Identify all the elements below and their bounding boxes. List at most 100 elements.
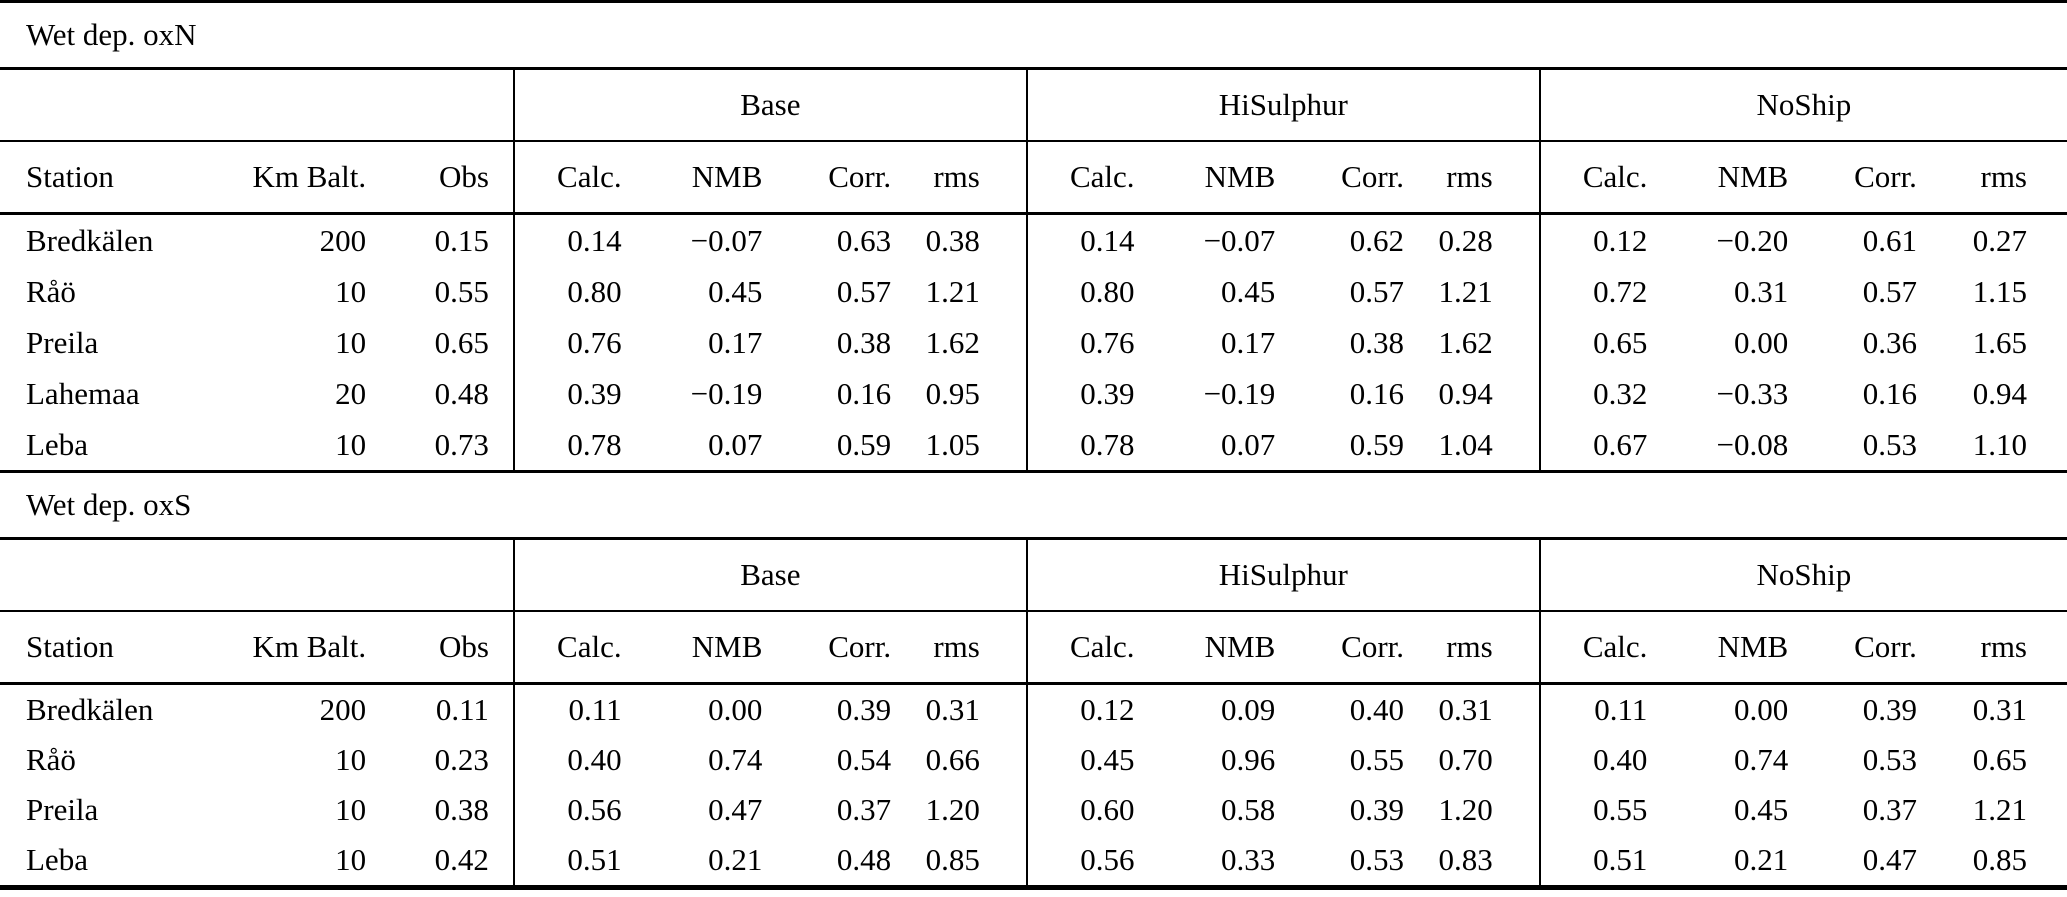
table-row: Råö 10 0.23 0.40 0.74 0.54 0.66 0.45 0.9… (0, 735, 2067, 785)
value-cell: 0.31 (1438, 692, 1493, 727)
value-cell: 0.65 (434, 324, 489, 360)
group-header-noship: NoShip (1538, 68, 2067, 142)
station-cell: Leba (0, 419, 204, 473)
group-header-row: Base HiSulphur NoShip (0, 538, 2067, 612)
corr-header: Corr. (1799, 141, 1928, 215)
value-cell: 0.94 (1438, 375, 1493, 411)
rms-header: rms (1415, 141, 1540, 215)
nmb-header: NMB (1658, 611, 1800, 685)
value-cell: 0.57 (836, 273, 892, 309)
calc-header: Calc. (1538, 141, 1659, 215)
obs-header: Obs (374, 141, 514, 215)
value-cell: 0.83 (1415, 835, 1540, 890)
value-cell: 10 (335, 792, 367, 827)
table-row: Bredkälen 200 0.11 0.11 0.00 0.39 0.31 0… (0, 683, 2067, 735)
station-cell: Bredkälen (26, 222, 154, 258)
group-header-noship: NoShip (1538, 538, 2067, 612)
group-header-base: Base (512, 68, 1027, 142)
obs-header: Obs (374, 611, 514, 685)
station-header: Station (0, 141, 204, 215)
value-cell: 0.63 (836, 222, 892, 258)
value-cell: 0.55 (434, 273, 489, 309)
value-cell: 1.62 (925, 324, 980, 360)
value-cell: 0.07 (632, 419, 774, 473)
station-cell: Leba (0, 835, 204, 890)
value-cell: 0.53 (1799, 419, 1928, 473)
value-cell: 20 (335, 375, 367, 411)
value-cell: 0.78 (1025, 419, 1146, 473)
value-cell: 0.56 (1025, 835, 1146, 890)
value-cell: 0.85 (1927, 835, 2067, 890)
value-cell: 0.80 (1025, 266, 1146, 317)
value-cell: 0.39 (836, 692, 892, 727)
value-cell: 0.31 (1733, 273, 1789, 309)
value-cell: 0.62 (1349, 222, 1405, 258)
km-balt-header: Km Balt. (203, 611, 375, 685)
table-row: Leba 10 0.42 0.51 0.21 0.48 0.85 0.56 0.… (0, 835, 2067, 890)
value-cell: 0.07 (1145, 419, 1287, 473)
value-cell: 0.94 (1972, 375, 2027, 411)
value-cell: 0.45 (1733, 792, 1789, 827)
value-cell: 0.54 (836, 742, 892, 777)
corr-header: Corr. (1286, 611, 1416, 685)
value-cell: 0.09 (1221, 692, 1276, 727)
value-cell: 0.78 (512, 419, 633, 473)
corr-header: Corr. (1286, 141, 1416, 215)
value-cell: 0.11 (435, 692, 489, 727)
corr-header: Corr. (773, 141, 903, 215)
value-cell: 10 (203, 419, 375, 473)
value-cell: 0.61 (1862, 222, 1917, 258)
rms-header: rms (1415, 611, 1540, 685)
value-cell: 1.04 (1415, 419, 1540, 473)
value-cell: 0.21 (632, 835, 774, 890)
rms-header: rms (1927, 141, 2067, 215)
value-cell: 0.56 (512, 785, 633, 835)
value-cell: 1.20 (1438, 792, 1493, 827)
value-cell: 0.76 (1025, 317, 1146, 368)
value-cell: −0.19 (690, 375, 763, 411)
value-cell: 0.40 (512, 735, 633, 785)
value-cell: 10 (203, 835, 375, 890)
value-cell: 0.00 (708, 692, 763, 727)
value-cell: 0.31 (1972, 692, 2027, 727)
value-cell: −0.20 (1716, 222, 1789, 258)
value-cell: 0.17 (708, 324, 763, 360)
value-cell: 0.45 (1221, 273, 1276, 309)
value-cell: 0.23 (434, 742, 489, 777)
value-cell: 0.17 (1221, 324, 1276, 360)
value-cell: 0.57 (1349, 273, 1405, 309)
section-title-row: Wet dep. oxN (0, 0, 2067, 70)
value-cell: 10 (335, 273, 367, 309)
value-cell: −0.33 (1716, 375, 1789, 411)
value-cell: 0.53 (1862, 742, 1917, 777)
value-cell: 0.28 (1438, 222, 1493, 258)
value-cell: 0.55 (1349, 742, 1405, 777)
value-cell: −0.07 (1203, 222, 1276, 258)
value-cell: 0.11 (512, 683, 633, 735)
value-cell: 200 (319, 222, 367, 258)
table-row: Råö 10 0.55 0.80 0.45 0.57 1.21 0.80 0.4… (0, 266, 2067, 317)
value-cell: 0.73 (374, 419, 514, 473)
table-row: Lahemaa 20 0.48 0.39 −0.19 0.16 0.95 0.3… (0, 368, 2067, 419)
value-cell: 1.21 (925, 273, 980, 309)
value-cell: 1.15 (1972, 273, 2027, 309)
value-cell: 0.53 (1286, 835, 1416, 890)
value-cell: 10 (335, 742, 367, 777)
value-cell: 0.45 (1025, 735, 1146, 785)
value-cell: 0.16 (1349, 375, 1405, 411)
value-cell: 0.36 (1862, 324, 1917, 360)
section-title-row: Wet dep. oxS (0, 473, 2067, 540)
calc-header: Calc. (1538, 611, 1659, 685)
value-cell: 0.14 (1025, 213, 1146, 266)
value-cell: −0.19 (1203, 375, 1276, 411)
value-cell: −0.07 (690, 222, 763, 258)
calc-header: Calc. (512, 611, 633, 685)
calc-header: Calc. (1025, 141, 1146, 215)
value-cell: 1.20 (925, 792, 980, 827)
value-cell: 0.51 (512, 835, 633, 890)
rms-header: rms (1927, 611, 2067, 685)
station-cell: Preila (26, 792, 99, 827)
nmb-header: NMB (1145, 611, 1287, 685)
value-cell: 1.10 (1927, 419, 2067, 473)
